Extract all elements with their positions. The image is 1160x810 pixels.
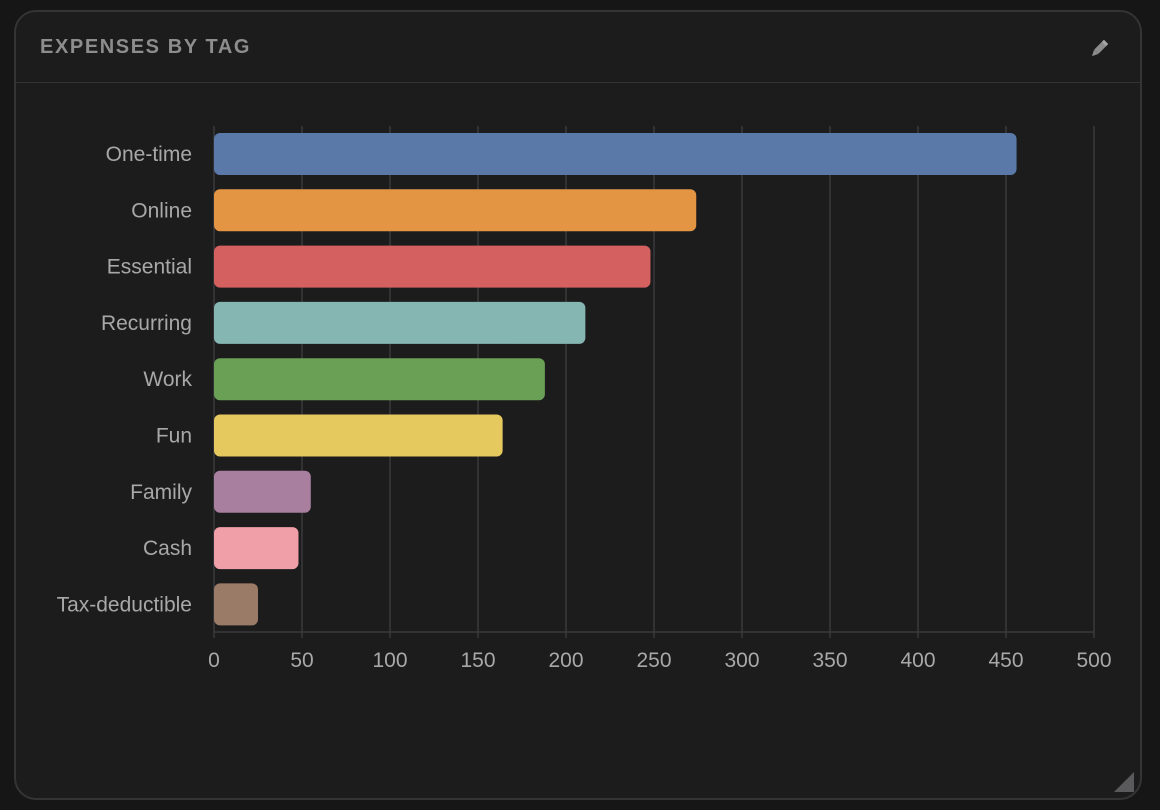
category-label: Work: [143, 368, 192, 391]
bar-tax-deductible[interactable]: [214, 583, 258, 626]
category-label: Online: [131, 199, 192, 222]
category-label: Cash: [143, 537, 192, 560]
panel-header: EXPENSES BY TAG: [16, 12, 1140, 83]
bar-essential[interactable]: [214, 245, 651, 288]
bar-family[interactable]: [214, 470, 311, 513]
category-label: Fun: [156, 425, 192, 448]
x-tick-label: 50: [290, 649, 313, 672]
bar-one-time[interactable]: [214, 133, 1017, 175]
category-label: Essential: [107, 256, 192, 279]
x-tick-label: 350: [812, 649, 847, 672]
x-tick-label: 500: [1076, 649, 1111, 672]
category-label: Recurring: [101, 312, 192, 335]
panel-title: EXPENSES BY TAG: [40, 36, 252, 58]
expenses-by-tag-panel: EXPENSES BY TAG One-time Online Essential R…: [14, 10, 1142, 800]
bar-online[interactable]: [214, 189, 697, 232]
x-tick-label: 100: [372, 649, 407, 672]
category-labels: One-time Online Essential Recurring Work Fun F…: [57, 143, 193, 616]
bar-chart: One-time Online Essential Recurring Work Fun F…: [57, 126, 1112, 672]
x-tick-label: 400: [900, 649, 935, 672]
x-tick-label: 150: [460, 649, 495, 672]
category-label: One-time: [106, 143, 192, 166]
resize-handle[interactable]: [1114, 772, 1134, 792]
bar-work[interactable]: [214, 358, 545, 401]
x-tick-label: 200: [548, 649, 583, 672]
bar-recurring[interactable]: [214, 301, 586, 344]
bar-cash[interactable]: [214, 527, 299, 570]
category-label: Tax-deductible: [57, 593, 192, 616]
category-label: Family: [130, 481, 192, 504]
x-tick-label: 250: [636, 649, 671, 672]
x-tick-label: 300: [724, 649, 759, 672]
x-tick-label: 0: [208, 649, 220, 672]
bars: [214, 133, 1017, 626]
resize-corner-icon: [1114, 772, 1134, 792]
x-tick-label: 450: [988, 649, 1023, 672]
bar-fun[interactable]: [214, 414, 503, 457]
x-axis-ticks: 0 50 100 150 200 250 300 350 400 450 500: [208, 632, 1112, 672]
pencil-icon: [1091, 39, 1109, 57]
edit-button[interactable]: [1086, 36, 1112, 62]
